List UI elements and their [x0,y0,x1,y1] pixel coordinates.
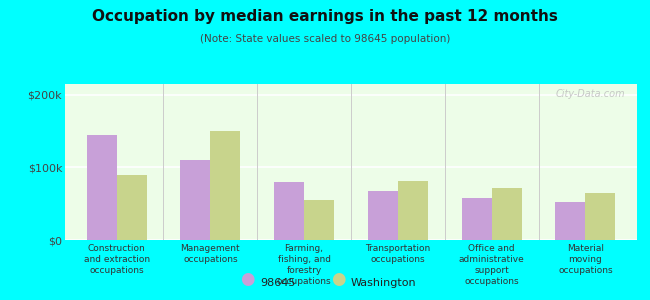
Bar [368,191,398,240]
Text: 98645: 98645 [260,278,295,288]
Bar [586,193,616,240]
Bar [116,175,147,240]
Bar [491,188,522,240]
Bar [274,182,304,240]
Text: City-Data.com: City-Data.com [556,89,625,99]
Text: (Note: State values scaled to 98645 population): (Note: State values scaled to 98645 popu… [200,34,450,44]
Bar [304,200,334,240]
Text: Occupation by median earnings in the past 12 months: Occupation by median earnings in the pas… [92,9,558,24]
Bar [180,160,211,240]
Text: ●: ● [240,270,254,288]
Bar [462,198,491,240]
Text: Washington: Washington [351,278,417,288]
Bar [86,135,116,240]
Bar [211,131,240,240]
Bar [555,202,586,240]
Bar [398,181,428,240]
Text: ●: ● [331,270,345,288]
